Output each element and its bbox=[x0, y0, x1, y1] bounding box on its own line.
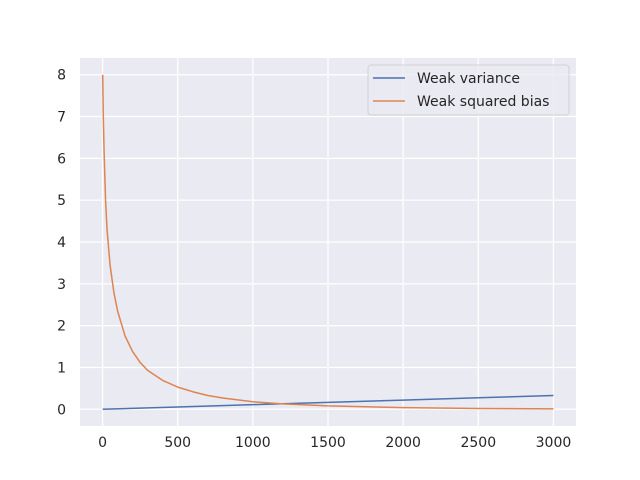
legend-box bbox=[367, 64, 570, 116]
legend: Weak variance Weak squared bias bbox=[367, 64, 570, 116]
grid bbox=[80, 58, 576, 426]
x-tick-label: 0 bbox=[98, 435, 107, 451]
legend-label-weak-variance: Weak variance bbox=[417, 71, 520, 87]
x-tick-label: 2500 bbox=[460, 435, 496, 451]
y-tick-label: 8 bbox=[57, 68, 66, 84]
x-tick-label: 3000 bbox=[536, 435, 572, 451]
x-tick-label: 2000 bbox=[385, 435, 421, 451]
x-tick-label: 500 bbox=[164, 435, 191, 451]
x-axis-ticks: 0 500 1000 1500 2000 2500 3000 bbox=[98, 435, 571, 451]
legend-label-weak-squared-bias: Weak squared bias bbox=[417, 94, 549, 110]
x-tick-label: 1500 bbox=[310, 435, 346, 451]
y-tick-label: 7 bbox=[57, 110, 66, 126]
y-tick-label: 1 bbox=[57, 360, 66, 376]
series-line-weak-squared-bias bbox=[101, 74, 554, 410]
series-line-weak-variance bbox=[102, 394, 554, 411]
y-tick-label: 2 bbox=[57, 319, 66, 335]
y-tick-label: 0 bbox=[57, 402, 66, 418]
y-tick-label: 4 bbox=[57, 235, 66, 251]
series-layer bbox=[101, 74, 554, 411]
y-tick-label: 6 bbox=[57, 151, 66, 167]
x-tick-label: 1000 bbox=[235, 435, 271, 451]
y-axis-ticks: 0 1 2 3 4 5 6 7 8 bbox=[57, 68, 66, 419]
y-tick-label: 5 bbox=[57, 193, 66, 209]
y-tick-label: 3 bbox=[57, 277, 66, 293]
